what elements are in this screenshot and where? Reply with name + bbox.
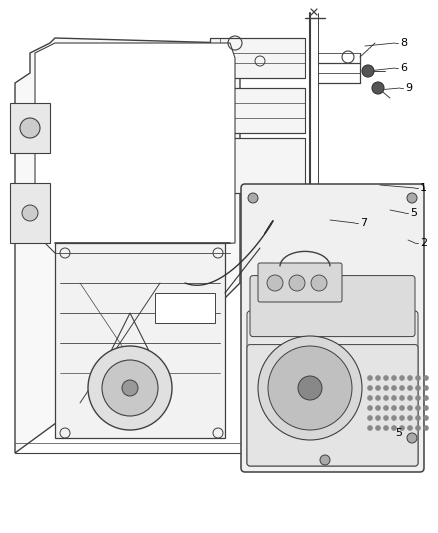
Circle shape: [392, 416, 396, 421]
Circle shape: [367, 376, 372, 381]
Circle shape: [372, 82, 384, 94]
Polygon shape: [10, 183, 50, 243]
Circle shape: [248, 193, 258, 203]
Text: 8: 8: [400, 38, 407, 48]
Polygon shape: [15, 38, 240, 453]
FancyBboxPatch shape: [241, 184, 424, 472]
Text: 7: 7: [360, 218, 367, 228]
Circle shape: [367, 425, 372, 431]
Circle shape: [424, 395, 428, 400]
Circle shape: [407, 406, 413, 410]
Circle shape: [268, 346, 352, 430]
Circle shape: [375, 376, 381, 381]
FancyBboxPatch shape: [247, 345, 418, 466]
Circle shape: [311, 275, 327, 291]
Circle shape: [367, 385, 372, 391]
Circle shape: [375, 385, 381, 391]
Circle shape: [424, 385, 428, 391]
Circle shape: [407, 425, 413, 431]
Polygon shape: [55, 243, 225, 438]
Circle shape: [384, 385, 389, 391]
Circle shape: [122, 380, 138, 396]
FancyBboxPatch shape: [258, 263, 342, 302]
Circle shape: [392, 395, 396, 400]
Circle shape: [375, 425, 381, 431]
Circle shape: [416, 376, 420, 381]
Circle shape: [298, 376, 322, 400]
Circle shape: [384, 425, 389, 431]
Text: 9: 9: [405, 83, 412, 93]
Text: 5: 5: [395, 428, 402, 438]
Circle shape: [399, 406, 405, 410]
Circle shape: [399, 395, 405, 400]
Circle shape: [362, 65, 374, 77]
Circle shape: [392, 385, 396, 391]
Text: 5: 5: [410, 208, 417, 218]
Polygon shape: [210, 88, 305, 133]
Text: 2: 2: [420, 238, 427, 248]
Circle shape: [424, 376, 428, 381]
Circle shape: [424, 425, 428, 431]
Circle shape: [416, 425, 420, 431]
Circle shape: [407, 395, 413, 400]
Circle shape: [375, 395, 381, 400]
Circle shape: [88, 346, 172, 430]
Circle shape: [367, 416, 372, 421]
Circle shape: [289, 275, 305, 291]
Polygon shape: [35, 43, 235, 253]
Circle shape: [20, 118, 40, 138]
Circle shape: [407, 433, 417, 443]
Circle shape: [384, 416, 389, 421]
Circle shape: [375, 416, 381, 421]
Circle shape: [407, 416, 413, 421]
Circle shape: [367, 395, 372, 400]
Circle shape: [392, 376, 396, 381]
Circle shape: [399, 416, 405, 421]
Circle shape: [320, 455, 330, 465]
Circle shape: [22, 205, 38, 221]
Circle shape: [416, 385, 420, 391]
Polygon shape: [210, 138, 305, 193]
Circle shape: [424, 406, 428, 410]
Circle shape: [267, 275, 283, 291]
Circle shape: [407, 376, 413, 381]
Polygon shape: [210, 38, 305, 78]
Circle shape: [392, 425, 396, 431]
Circle shape: [367, 406, 372, 410]
Circle shape: [407, 193, 417, 203]
Circle shape: [375, 406, 381, 410]
Polygon shape: [155, 293, 215, 323]
FancyBboxPatch shape: [247, 311, 418, 466]
Circle shape: [384, 376, 389, 381]
Circle shape: [102, 360, 158, 416]
Circle shape: [384, 406, 389, 410]
Circle shape: [416, 395, 420, 400]
FancyBboxPatch shape: [250, 276, 415, 337]
Circle shape: [424, 416, 428, 421]
Circle shape: [399, 376, 405, 381]
Text: 6: 6: [400, 63, 407, 73]
Circle shape: [416, 406, 420, 410]
Circle shape: [416, 416, 420, 421]
Circle shape: [392, 406, 396, 410]
Circle shape: [384, 395, 389, 400]
Circle shape: [407, 385, 413, 391]
Circle shape: [399, 425, 405, 431]
Circle shape: [258, 336, 362, 440]
Circle shape: [399, 385, 405, 391]
Polygon shape: [10, 103, 50, 153]
Text: 1: 1: [420, 183, 427, 193]
